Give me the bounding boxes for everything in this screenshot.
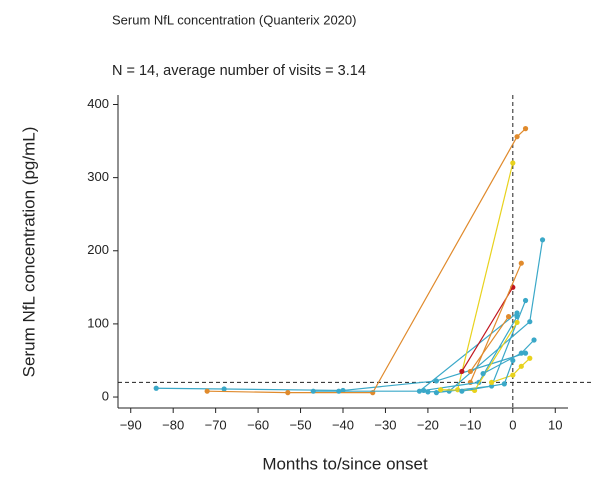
- data-point: [510, 372, 516, 378]
- x-tick-label: −90: [120, 417, 142, 432]
- chart-subtitle: N = 14, average number of visits = 3.14: [112, 63, 366, 79]
- y-tick-label: 200: [87, 242, 109, 257]
- y-axis-label: Serum NfL concentration (pg/mL): [19, 127, 38, 378]
- data-point: [527, 319, 533, 325]
- data-point: [531, 337, 537, 343]
- data-point: [310, 388, 316, 394]
- data-point: [433, 378, 439, 384]
- data-point: [153, 385, 159, 391]
- series-line: [482, 339, 535, 375]
- series-line: [491, 357, 531, 383]
- x-tick-label: −10: [459, 417, 481, 432]
- x-tick-label: −80: [162, 417, 184, 432]
- data-point: [438, 387, 444, 393]
- data-point: [336, 388, 342, 394]
- x-tick-label: −40: [332, 417, 354, 432]
- x-tick-label: −50: [290, 417, 312, 432]
- series-line: [427, 239, 544, 393]
- data-point: [459, 368, 465, 375]
- series-line: [461, 287, 514, 372]
- data-point: [518, 350, 524, 356]
- data-point: [522, 297, 529, 304]
- series-line: [469, 316, 510, 372]
- y-tick-label: 0: [102, 388, 109, 403]
- series-line: [313, 312, 518, 392]
- y-tick-label: 100: [87, 315, 109, 330]
- data-point: [522, 350, 529, 356]
- data-point: [539, 237, 546, 243]
- data-point: [421, 387, 427, 394]
- x-tick-label: 10: [548, 417, 562, 432]
- data-point: [514, 319, 520, 326]
- x-tick-label: −30: [374, 417, 396, 432]
- x-tick-label: −20: [417, 417, 439, 432]
- data-point: [522, 126, 529, 132]
- y-tick-label: 300: [87, 169, 109, 184]
- series-line: [469, 262, 522, 383]
- data-point: [510, 357, 516, 364]
- x-tick-label: −60: [247, 417, 269, 432]
- data-point: [510, 160, 516, 166]
- data-point: [518, 260, 524, 266]
- x-axis-label: Months to/since onset: [262, 454, 428, 473]
- data-point: [221, 386, 227, 392]
- x-tick-label: 0: [509, 417, 516, 432]
- data-point: [514, 310, 520, 316]
- data-point: [467, 368, 473, 375]
- series-line: [457, 162, 514, 390]
- data-point: [518, 363, 524, 369]
- y-tick-label: 400: [87, 96, 109, 111]
- data-point: [501, 381, 507, 387]
- data-point: [433, 390, 439, 396]
- data-point: [505, 313, 512, 320]
- data-point: [459, 388, 465, 394]
- chart-title: Serum NfL concentration (Quanterix 2020): [112, 12, 356, 27]
- data-point: [514, 134, 520, 140]
- data-point: [480, 371, 486, 377]
- x-tick-label: −70: [205, 417, 227, 432]
- data-point: [416, 388, 423, 394]
- data-point: [527, 355, 533, 361]
- series-line: [207, 128, 526, 394]
- data-point: [285, 390, 291, 396]
- data-point: [204, 388, 210, 394]
- data-point: [488, 379, 495, 386]
